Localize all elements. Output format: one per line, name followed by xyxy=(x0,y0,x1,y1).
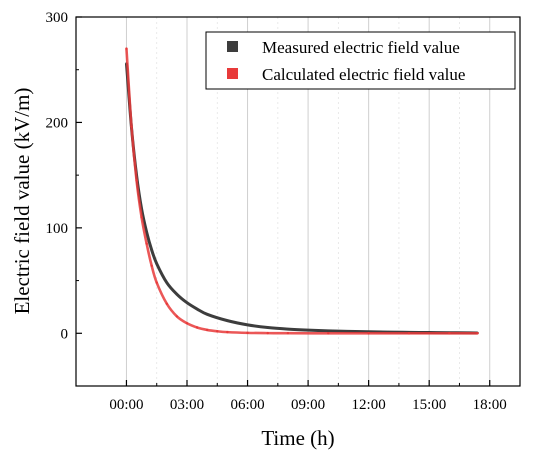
data-point xyxy=(246,323,249,327)
data-point xyxy=(155,262,158,265)
x-axis-title: Time (h) xyxy=(261,426,334,450)
data-point xyxy=(448,332,451,335)
data-point xyxy=(286,332,290,335)
data-point xyxy=(145,230,148,234)
data-point xyxy=(407,332,411,335)
data-point xyxy=(286,327,290,331)
data-point xyxy=(195,307,199,311)
ticks xyxy=(76,16,491,386)
data-point xyxy=(216,330,219,333)
data-point xyxy=(175,315,179,318)
series-layer xyxy=(124,47,479,335)
x-tick-label: 03:00 xyxy=(170,397,204,413)
data-point xyxy=(205,313,209,316)
legend-label-measured: Measured electric field value xyxy=(262,38,460,57)
data-point xyxy=(205,328,209,332)
x-tick-label: 06:00 xyxy=(230,397,264,413)
data-point xyxy=(130,125,133,128)
data-point xyxy=(165,302,169,305)
legend: Measured electric field value Calculated… xyxy=(205,31,516,90)
data-point xyxy=(226,330,229,334)
data-point xyxy=(150,248,153,252)
legend-marker-calculated xyxy=(227,68,238,79)
data-point xyxy=(367,332,370,335)
data-point xyxy=(266,326,269,329)
y-tick-label: 100 xyxy=(46,221,69,237)
plot-frame xyxy=(75,16,521,387)
x-tick-label: 00:00 xyxy=(109,397,143,413)
y-tick-label: 0 xyxy=(61,326,69,342)
data-point xyxy=(476,332,479,335)
y-tick-label: 200 xyxy=(46,115,69,131)
x-tick-label: 15:00 xyxy=(412,397,446,413)
data-point xyxy=(185,301,189,304)
data-point xyxy=(155,281,158,284)
data-point xyxy=(185,322,189,325)
x-tick-label: 12:00 xyxy=(352,397,386,413)
data-point xyxy=(125,47,128,50)
data-point xyxy=(266,331,269,335)
data-point xyxy=(246,331,249,335)
data-point xyxy=(327,332,330,335)
data-point xyxy=(195,326,199,329)
legend-box xyxy=(205,31,516,90)
y-tick-label: 300 xyxy=(46,10,69,26)
series-line-1 xyxy=(125,48,478,335)
data-point xyxy=(347,330,350,333)
legend-marker-measured xyxy=(227,41,238,52)
legend-label-calculated: Calculated electric field value xyxy=(262,65,465,84)
data-point xyxy=(327,329,330,333)
tick-labels: 00:00 03:00 06:00 09:00 12:00 15:00 18:00 0 100 2… xyxy=(46,10,507,413)
x-tick-label: 18:00 xyxy=(473,397,507,413)
data-point xyxy=(226,319,229,322)
y-axis-title: Electric field value (kV/m) xyxy=(10,88,34,315)
data-point xyxy=(306,328,310,332)
data-point xyxy=(145,242,148,245)
data-point xyxy=(135,179,138,182)
x-tick-label: 09:00 xyxy=(291,397,325,413)
data-point xyxy=(150,264,153,268)
data-point xyxy=(175,293,179,296)
data-point xyxy=(140,216,143,219)
data-point xyxy=(165,281,169,284)
